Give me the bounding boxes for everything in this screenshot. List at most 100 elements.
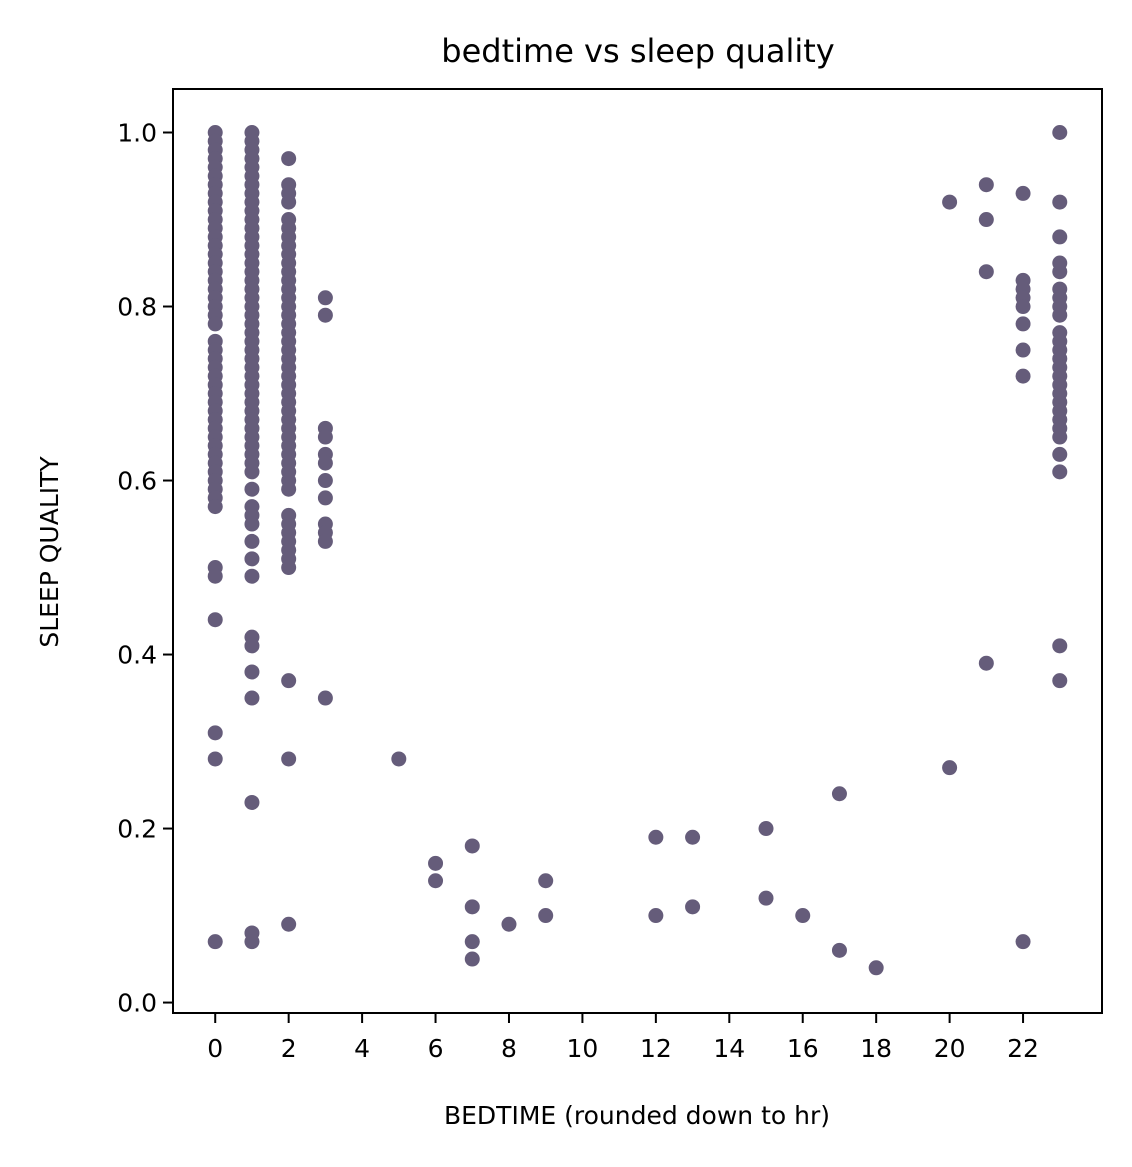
data-point (1052, 307, 1068, 323)
data-point (1052, 464, 1068, 480)
x-tick-label: 2 (281, 1034, 297, 1063)
data-point (1052, 429, 1068, 445)
data-point (1015, 185, 1031, 201)
data-point (795, 908, 811, 924)
data-point (1015, 299, 1031, 315)
x-tick-label: 4 (354, 1034, 370, 1063)
x-tick-label: 0 (207, 1034, 223, 1063)
data-point (244, 533, 260, 549)
y-tick-label: 0.4 (117, 641, 157, 670)
x-axis-label: BEDTIME (rounded down to hr) (444, 1101, 830, 1130)
data-point (281, 481, 297, 497)
data-point (831, 942, 847, 958)
data-point (244, 690, 260, 706)
data-point (1052, 638, 1068, 654)
y-axis: 0.0 0.2 0.4 0.6 0.8 1.0 (117, 119, 173, 1018)
data-point (1052, 673, 1068, 689)
points-layer (207, 125, 1068, 976)
data-point (317, 473, 333, 489)
data-point (464, 838, 480, 854)
data-point (1052, 264, 1068, 280)
data-point (538, 908, 554, 924)
x-tick-label: 6 (428, 1034, 444, 1063)
x-tick-label: 16 (787, 1034, 819, 1063)
data-point (464, 934, 480, 950)
data-point (281, 916, 297, 932)
data-point (317, 533, 333, 549)
data-point (317, 690, 333, 706)
data-point (281, 560, 297, 576)
chart-title: bedtime vs sleep quality (441, 32, 834, 70)
data-point (317, 455, 333, 471)
data-point (244, 464, 260, 480)
data-point (538, 873, 554, 889)
data-point (1015, 934, 1031, 950)
data-point (317, 290, 333, 306)
data-point (1052, 446, 1068, 462)
data-point (244, 794, 260, 810)
y-tick-label: 1.0 (117, 119, 157, 148)
plot-frame (172, 88, 1103, 1014)
data-point (207, 499, 223, 515)
data-point (868, 960, 884, 976)
data-point (317, 307, 333, 323)
data-point (978, 655, 994, 671)
data-point (281, 673, 297, 689)
data-point (391, 751, 407, 767)
x-axis: 0 2 4 6 8 10 12 14 16 18 20 22 (207, 1013, 1039, 1063)
x-tick-label: 8 (501, 1034, 517, 1063)
data-point (317, 490, 333, 506)
data-point (244, 664, 260, 680)
data-point (244, 481, 260, 497)
x-tick-label: 18 (860, 1034, 892, 1063)
x-tick-label: 22 (1007, 1034, 1039, 1063)
data-point (281, 151, 297, 167)
data-point (244, 551, 260, 567)
data-point (1052, 194, 1068, 210)
data-point (428, 873, 444, 889)
data-point (281, 751, 297, 767)
x-tick-label: 12 (640, 1034, 672, 1063)
data-point (978, 177, 994, 193)
data-point (1052, 229, 1068, 245)
data-point (244, 638, 260, 654)
data-point (207, 725, 223, 741)
data-point (428, 855, 444, 871)
data-point (1015, 342, 1031, 358)
data-point (501, 916, 517, 932)
data-point (1015, 316, 1031, 332)
data-point (207, 568, 223, 584)
data-point (942, 194, 958, 210)
data-point (207, 316, 223, 332)
data-point (758, 821, 774, 837)
data-point (317, 429, 333, 445)
y-axis-label: SLEEP QUALITY (35, 456, 64, 648)
data-point (207, 934, 223, 950)
data-point (978, 264, 994, 280)
data-point (281, 194, 297, 210)
data-point (244, 516, 260, 532)
x-tick-label: 20 (934, 1034, 966, 1063)
data-point (685, 829, 701, 845)
x-tick-label: 14 (713, 1034, 745, 1063)
data-point (648, 829, 664, 845)
x-tick-label: 10 (567, 1034, 599, 1063)
y-tick-label: 0.6 (117, 467, 157, 496)
data-point (758, 890, 774, 906)
y-tick-label: 0.8 (117, 293, 157, 322)
data-point (244, 568, 260, 584)
y-tick-label: 0.0 (117, 989, 157, 1018)
data-point (1015, 368, 1031, 384)
data-point (942, 760, 958, 776)
data-point (648, 908, 664, 924)
data-point (464, 899, 480, 915)
data-point (207, 751, 223, 767)
data-point (207, 612, 223, 628)
y-tick-label: 0.2 (117, 815, 157, 844)
data-point (244, 934, 260, 950)
data-point (685, 899, 701, 915)
data-point (978, 212, 994, 228)
data-point (831, 786, 847, 802)
